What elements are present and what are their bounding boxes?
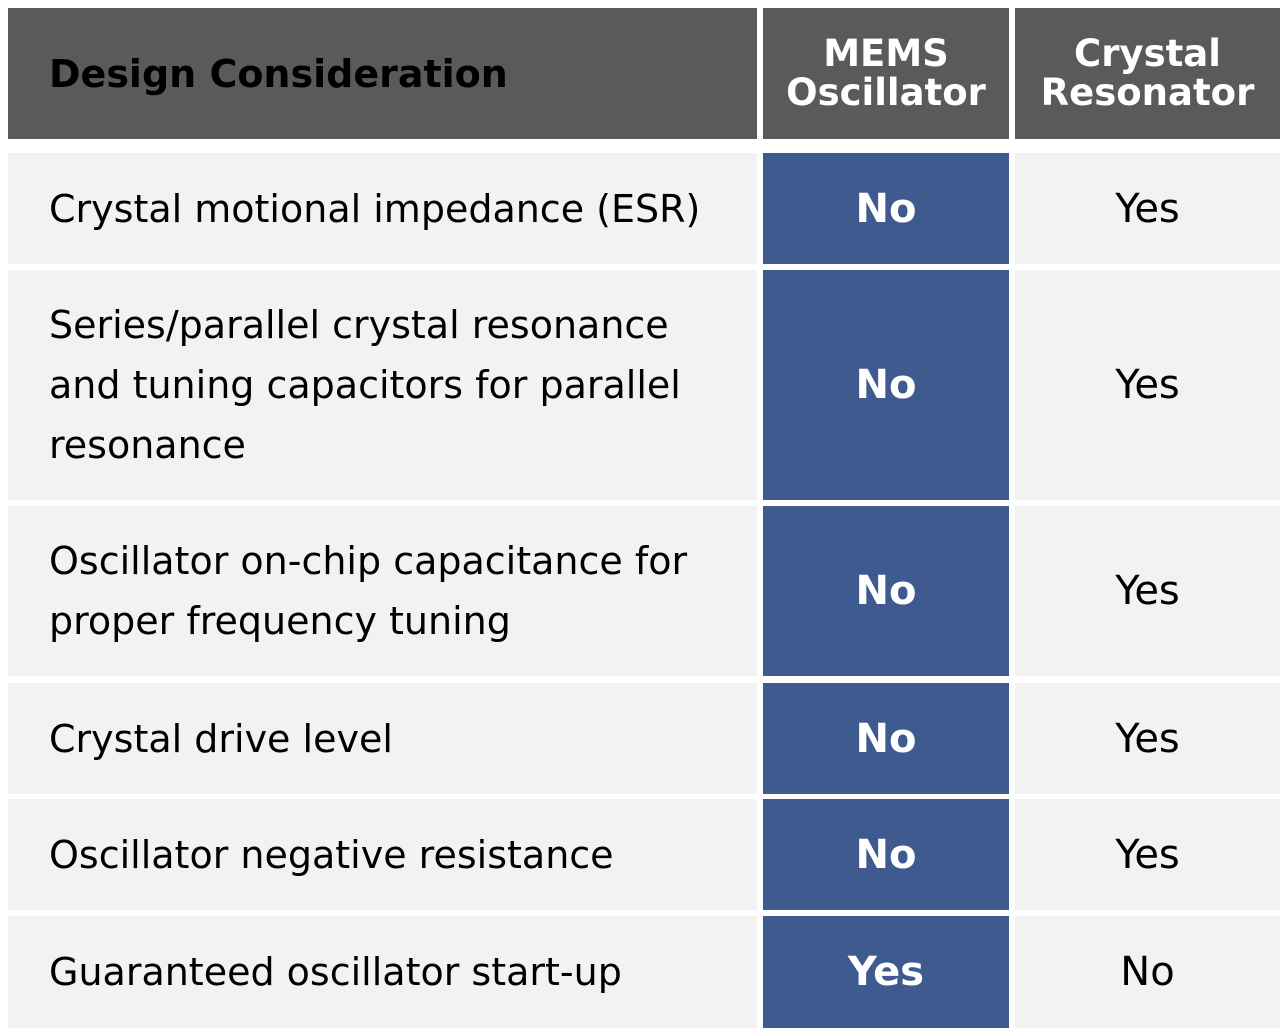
mems-cell: No (763, 506, 1009, 676)
crystal-cell: Yes (1015, 799, 1280, 910)
mems-cell: No (763, 683, 1009, 794)
header-crystal-line2: Resonator (1040, 70, 1255, 114)
mems-cell: No (763, 799, 1009, 910)
header-crystal-resonator: Crystal Resonator (1015, 8, 1280, 139)
crystal-cell: No (1015, 916, 1280, 1028)
header-mems-line2: Oscillator (786, 70, 986, 114)
consideration-cell: Crystal motional impedance (ESR) (8, 153, 757, 264)
consideration-cell: Oscillator on-chip capacitance for prope… (8, 506, 757, 676)
header-design-consideration: Design Consideration (8, 8, 757, 139)
header-mems-line1: MEMS (823, 31, 949, 75)
header-mems-oscillator: MEMS Oscillator (763, 8, 1009, 139)
mems-cell: No (763, 153, 1009, 264)
header-crystal-line1: Crystal (1074, 31, 1221, 75)
consideration-cell: Crystal drive level (8, 683, 757, 794)
consideration-cell: Oscillator negative resistance (8, 799, 757, 910)
crystal-cell: Yes (1015, 683, 1280, 794)
consideration-cell: Series/parallel crystal resonance and tu… (8, 270, 757, 500)
crystal-cell: Yes (1015, 270, 1280, 500)
consideration-cell: Guaranteed oscillator start-up (8, 916, 757, 1028)
crystal-cell: Yes (1015, 506, 1280, 676)
mems-cell: Yes (763, 916, 1009, 1028)
mems-cell: No (763, 270, 1009, 500)
crystal-cell: Yes (1015, 153, 1280, 264)
